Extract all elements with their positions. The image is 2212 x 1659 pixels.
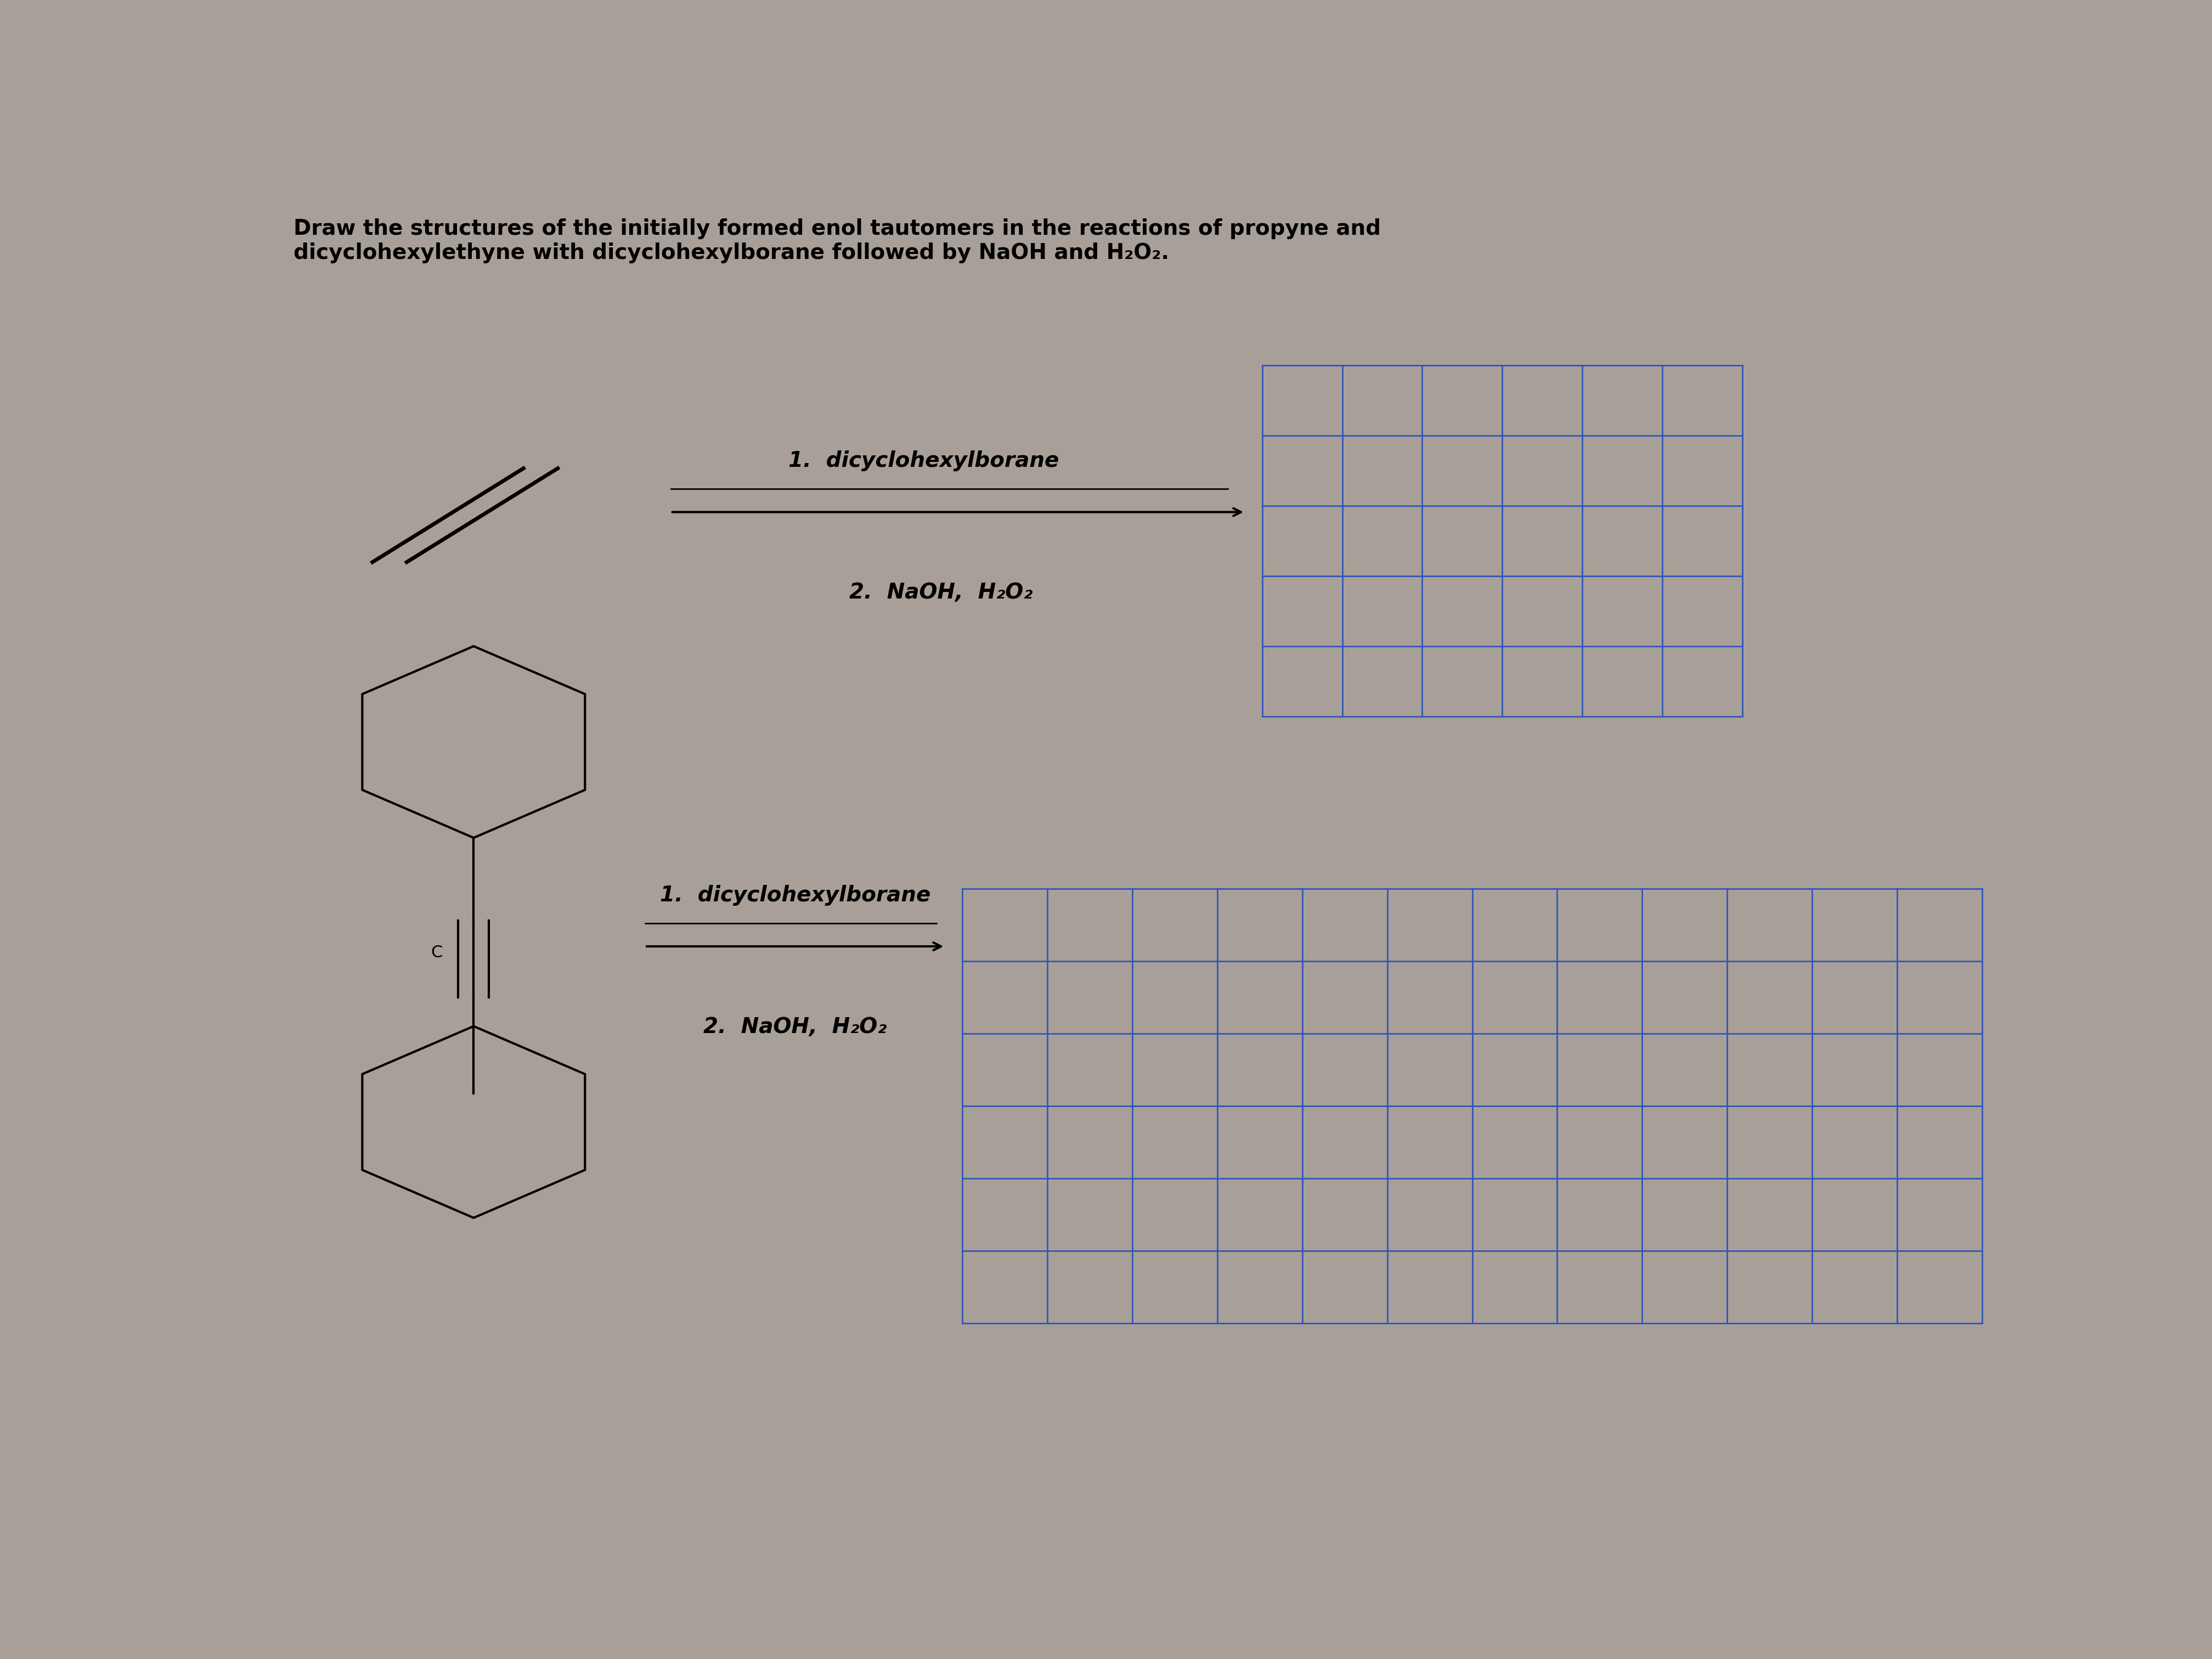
Text: 1.  dicyclohexylborane: 1. dicyclohexylborane [659,884,931,906]
Text: 2.  NaOH,  H₂O₂: 2. NaOH, H₂O₂ [849,582,1033,604]
Text: C: C [431,946,442,961]
Text: 1.  dicyclohexylborane: 1. dicyclohexylborane [787,450,1060,471]
Text: Draw the structures of the initially formed enol tautomers in the reactions of p: Draw the structures of the initially for… [294,219,1380,264]
Text: 2.  NaOH,  H₂O₂: 2. NaOH, H₂O₂ [703,1017,887,1037]
